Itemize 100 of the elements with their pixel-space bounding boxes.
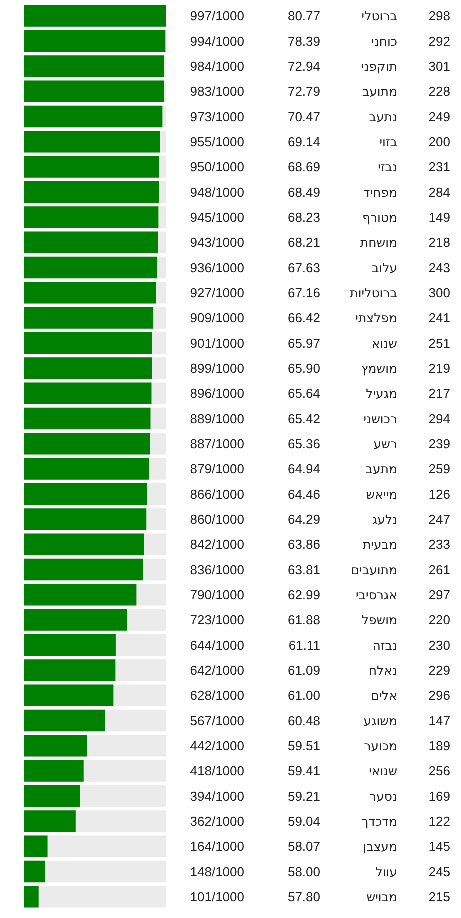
text: 59.21 [288, 788, 321, 804]
y-tick-label: שנואי [369, 764, 398, 779]
text: 245 [428, 864, 451, 880]
data-label: 842/1000 [190, 537, 245, 552]
data-label: 984/1000 [190, 58, 245, 74]
y-tick-label: מכוער [364, 738, 398, 754]
text: 239 [428, 436, 451, 452]
text: 70.47 [288, 109, 321, 124]
y-tick-label: משוגע [364, 713, 398, 728]
y-tick-label: שנוא [372, 336, 398, 351]
text: 68.21 [288, 235, 321, 250]
text: 66.42 [288, 310, 321, 326]
data-label: 567/1000 [190, 713, 245, 728]
bar [24, 836, 48, 858]
y-tick-label: אגרסיבי [356, 587, 398, 602]
data-label: 879/1000 [190, 462, 245, 477]
data-label: 948/1000 [190, 184, 245, 200]
data-label: 442/1000 [190, 738, 245, 754]
text: 241 [428, 310, 451, 326]
text: 68.23 [288, 210, 321, 225]
text: 215 [428, 889, 451, 904]
text: 297 [428, 587, 451, 602]
data-label: 909/1000 [190, 310, 245, 326]
data-label: 901/1000 [190, 336, 245, 351]
data-label: 164/1000 [190, 839, 245, 854]
data-label: 628/1000 [190, 688, 245, 704]
y-tick-label: מדכדך [362, 814, 398, 829]
y-tick-label: מפחיד [363, 184, 398, 200]
text: 68.49 [288, 184, 321, 200]
text: 189 [428, 738, 451, 754]
data-label: 860/1000 [190, 512, 245, 527]
data-label: 723/1000 [190, 612, 245, 628]
text: 230 [428, 638, 451, 653]
y-tick-label: מושפל [362, 612, 398, 628]
text: 294 [428, 411, 451, 426]
text: 72.94 [288, 58, 321, 74]
data-label: 642/1000 [190, 662, 245, 678]
data-label: 973/1000 [190, 109, 245, 124]
text: 217 [428, 386, 451, 402]
text: 233 [428, 537, 451, 552]
text: 65.90 [288, 360, 321, 376]
text: 59.41 [288, 764, 321, 779]
text: 60.48 [288, 713, 321, 728]
text: 169 [428, 788, 451, 804]
y-tick-label: בזוי [380, 134, 398, 150]
text: 147 [428, 713, 451, 728]
data-label: 887/1000 [190, 436, 245, 452]
data-label: 899/1000 [190, 360, 245, 376]
y-tick-label: רשע [374, 436, 398, 452]
text: 62.99 [288, 587, 321, 602]
y-tick-label: מגעיל [366, 386, 398, 402]
text: 65.97 [288, 336, 321, 351]
data-label: 362/1000 [190, 814, 245, 829]
text: 63.86 [288, 537, 321, 552]
text: 59.51 [288, 738, 321, 754]
text: 247 [428, 512, 451, 527]
y-tick-label: עוול [376, 864, 398, 880]
text: 68.69 [288, 160, 321, 175]
y-tick-label: מפלצתי [356, 310, 398, 326]
text: 249 [428, 109, 451, 124]
y-tick-label: אלים [370, 688, 398, 704]
data-label: 866/1000 [190, 486, 245, 502]
y-tick-label: תוקפני [361, 58, 398, 74]
text: 67.63 [288, 260, 321, 276]
y-tick-label: מייאש [366, 486, 398, 502]
data-label: 994/1000 [190, 34, 245, 49]
y-tick-label: עלוב [372, 260, 398, 276]
text: 145 [428, 839, 451, 854]
text: 298 [428, 8, 451, 24]
y-tick-label: נתעב [369, 109, 398, 124]
y-tick-label: נבזי [378, 160, 398, 175]
text: 200 [428, 134, 451, 150]
data-label: 418/1000 [190, 764, 245, 779]
y-tick-label: נלעג [372, 512, 398, 527]
data-label: 997/1000 [190, 8, 245, 24]
text: 61.09 [288, 662, 321, 678]
text: 67.16 [288, 285, 321, 300]
text: 229 [428, 662, 451, 678]
text: 64.94 [288, 462, 321, 477]
y-tick-label: מטורף [362, 210, 398, 225]
text: 284 [428, 184, 451, 200]
data-label: 983/1000 [190, 84, 245, 100]
text: 300 [428, 285, 451, 300]
y-tick-label: נסער [370, 788, 398, 804]
text: 61.11 [288, 638, 321, 653]
text: 58.07 [288, 839, 321, 854]
text: 296 [428, 688, 451, 704]
text: 58.00 [288, 864, 321, 880]
text: 59.04 [288, 814, 321, 829]
text: 57.80 [288, 889, 321, 904]
y-tick-label: ברוטליות [350, 285, 398, 300]
text: 251 [428, 336, 451, 351]
text: 72.79 [288, 84, 321, 100]
text: 149 [428, 210, 451, 225]
y-tick-label: מבויש [366, 889, 398, 904]
y-tick-label: מתעב [366, 462, 398, 477]
data-label: 896/1000 [190, 386, 245, 402]
data-label: 936/1000 [190, 260, 245, 276]
y-tick-label: מתועבים [351, 562, 398, 578]
data-label: 927/1000 [190, 285, 245, 300]
